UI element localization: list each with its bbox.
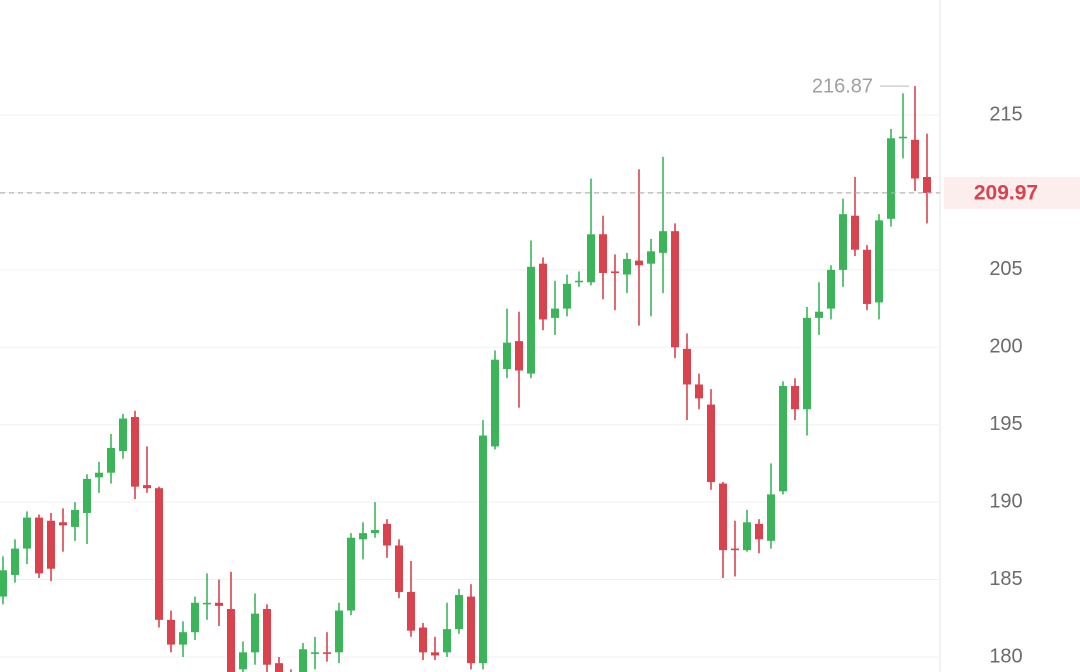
y-tick-label: 195 (989, 413, 1022, 435)
candle-body (755, 523, 763, 540)
candle-body (515, 341, 523, 371)
candle-body (911, 139, 919, 179)
y-tick-label: 215 (989, 103, 1022, 125)
candle-body (599, 234, 607, 273)
candle-body (227, 608, 235, 672)
candle-body (131, 416, 139, 487)
candle-body (299, 649, 307, 672)
candle-body (719, 483, 727, 551)
candle-body (491, 359, 499, 447)
candle-body (623, 259, 631, 275)
candle-body (251, 613, 259, 653)
candle-body (239, 652, 247, 670)
y-tick-label: 185 (989, 568, 1022, 590)
candle-body (119, 418, 127, 452)
candle-body (23, 517, 31, 549)
candle-body (839, 214, 847, 270)
candle-body (863, 249, 871, 304)
candle-body (563, 283, 571, 309)
candle-body (0, 570, 7, 597)
candle-body (611, 271, 619, 274)
candle-body (635, 260, 643, 266)
candle-body (503, 342, 511, 369)
candle-body (431, 652, 439, 656)
candle-body (395, 545, 403, 592)
candle-body (215, 602, 223, 606)
candle-body (743, 522, 751, 551)
candle-body (575, 280, 583, 283)
candle-body (59, 522, 67, 526)
candle-body (479, 435, 487, 664)
candle-body (107, 447, 115, 473)
candle-body (815, 311, 823, 318)
candle-body (539, 263, 547, 320)
candle-body (551, 308, 559, 318)
candle-body (83, 478, 91, 513)
last-price-label: 209.97 (974, 181, 1038, 204)
max-label: 216.87 (812, 75, 873, 97)
candle-body (659, 231, 667, 253)
candle-body (467, 596, 475, 664)
candle-body (707, 404, 715, 483)
candle-body (779, 386, 787, 492)
candle-body (695, 384, 703, 399)
candle-body (347, 537, 355, 611)
candle-body (827, 269, 835, 309)
candle-body (419, 627, 427, 653)
candle-body (263, 608, 271, 665)
y-tick-label: 205 (989, 258, 1022, 280)
candle-body (179, 632, 187, 645)
candle-body (143, 485, 151, 489)
candle-body (371, 530, 379, 534)
candle-body (323, 652, 331, 654)
candle-body (731, 548, 739, 551)
candle-body (803, 317, 811, 410)
candle-body (875, 220, 883, 303)
candle-body (155, 488, 163, 620)
candle-body (647, 251, 655, 264)
candle-body (899, 136, 907, 139)
candle-body (167, 619, 175, 645)
candle-body (95, 472, 103, 478)
candle-body (671, 231, 679, 348)
candle-body (791, 386, 799, 410)
candle-body (203, 602, 211, 605)
candle-body (47, 520, 55, 569)
candle-body (767, 494, 775, 541)
candle-body (587, 234, 595, 283)
last-price-badge (944, 176, 1080, 209)
candle-body (923, 176, 931, 193)
candle-body (275, 663, 283, 672)
y-tick-label: 200 (989, 336, 1022, 358)
candle-body (11, 548, 19, 575)
candle-body (35, 517, 43, 574)
candle-body (311, 652, 319, 654)
candle-body (191, 602, 199, 633)
candle-body (335, 610, 343, 653)
candle-body (407, 591, 415, 631)
candle-body (887, 138, 895, 219)
candle-body (443, 629, 451, 653)
candle-body (455, 595, 463, 630)
candle-body (383, 523, 391, 546)
candle-body (71, 509, 79, 527)
candle-body (851, 215, 859, 250)
candle-body (683, 348, 691, 385)
y-tick-label: 190 (989, 490, 1022, 512)
candle-body (527, 266, 535, 374)
y-tick-label: 180 (989, 645, 1022, 667)
candle-body (359, 533, 367, 540)
